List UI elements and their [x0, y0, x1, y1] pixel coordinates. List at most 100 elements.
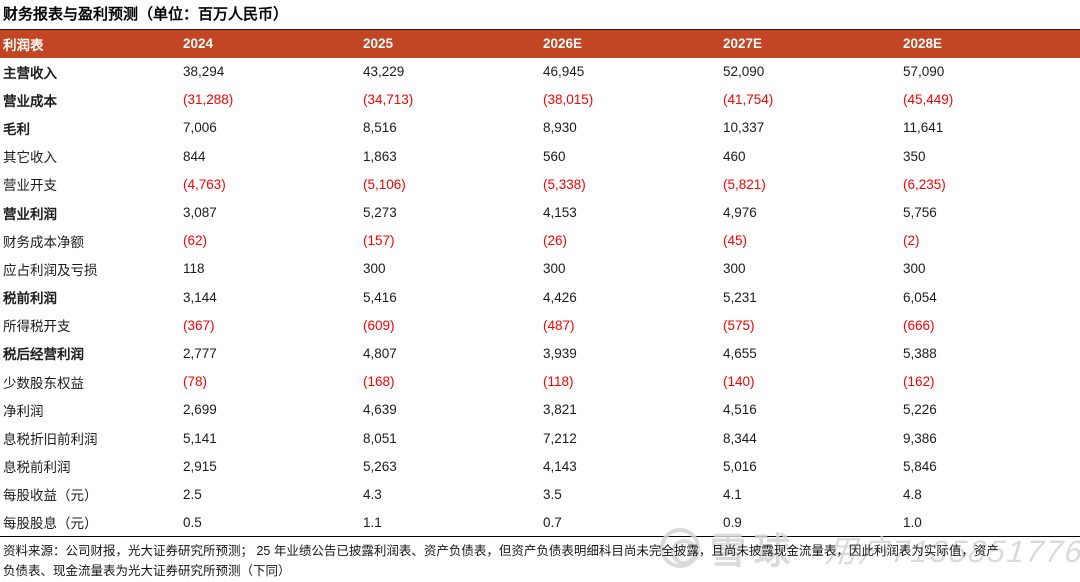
value-cell: 38,294 — [183, 64, 225, 80]
header-cell-year: 2024 — [180, 29, 360, 58]
value-cell: 4,807 — [363, 345, 397, 361]
value-cell: (140) — [723, 374, 755, 390]
value-cell: 3,144 — [183, 289, 217, 305]
value-cell: 5,141 — [183, 430, 217, 446]
value-cell: 4,153 — [543, 205, 577, 221]
value-cell: 43,229 — [363, 64, 405, 80]
table-body: 主营收入 38,294 43,229 46,945 52,090 57,090 营业成本 (3… — [0, 58, 1080, 538]
row-label-cell: 税前利润 — [3, 291, 57, 307]
source-note-line1: 资料来源：公司财报，光大证券研究所预测； 25 年业绩公告已披露利润表、资产负债… — [3, 544, 999, 559]
table-row: 营业开支 (4,763) (5,106) (5,338) (5,821) (6,235) — [0, 170, 1080, 198]
value-cell: (6,235) — [903, 176, 946, 192]
value-cell: (78) — [183, 374, 208, 390]
row-label-cell: 营业开支 — [3, 178, 57, 194]
value-cell: 4,976 — [723, 205, 757, 221]
value-cell: (34,713) — [363, 92, 414, 108]
value-cell: 9,386 — [903, 430, 937, 446]
value-cell: 300 — [723, 261, 746, 277]
value-cell: (4,763) — [183, 176, 226, 192]
value-cell: 4,639 — [363, 402, 397, 418]
row-label-cell: 毛利 — [3, 121, 30, 137]
header-cell-year: 2028E — [900, 29, 1080, 58]
value-cell: 5,263 — [363, 458, 397, 474]
value-cell: (38,015) — [543, 92, 594, 108]
table-row: 毛利 7,006 8,516 8,930 10,337 11,641 — [0, 114, 1080, 142]
value-cell: 5,273 — [363, 205, 397, 221]
value-cell: 5,756 — [903, 205, 937, 221]
row-label-cell: 少数股东权益 — [3, 375, 84, 391]
value-cell: 118 — [183, 261, 205, 277]
value-cell: 46,945 — [543, 64, 585, 80]
value-cell: 11,641 — [903, 120, 944, 136]
value-cell: 57,090 — [903, 64, 945, 80]
value-cell: 2.5 — [183, 486, 202, 502]
value-cell: (26) — [543, 233, 568, 249]
row-label-cell: 营业利润 — [3, 206, 57, 222]
table-row: 净利润 2,699 4,639 3,821 4,516 5,226 — [0, 396, 1080, 424]
value-cell: 0.9 — [720, 508, 900, 538]
value-cell: (5,821) — [723, 176, 766, 192]
value-cell: 6,054 — [903, 289, 937, 305]
value-cell: 8,344 — [723, 430, 757, 446]
value-cell: 4,426 — [543, 289, 577, 305]
table-row: 税前利润 3,144 5,416 4,426 5,231 6,054 — [0, 283, 1080, 311]
value-cell: 4,655 — [723, 345, 757, 361]
table-row: 每股股息（元） 0.5 1.1 0.7 0.9 1.0 — [0, 508, 1080, 538]
value-cell: 844 — [183, 148, 206, 164]
table-row: 应占利润及亏损 118 300 300 300 300 — [0, 255, 1080, 283]
source-note: 资料来源：公司财报，光大证券研究所预测； 25 年业绩公告已披露利润表、资产负债… — [0, 537, 1080, 581]
table-header-row: 利润表 2024 2025 2026E 2027E 2028E — [0, 29, 1080, 58]
value-cell: 3,939 — [543, 345, 577, 361]
value-cell: 4,516 — [723, 402, 757, 418]
value-cell: (609) — [363, 317, 395, 333]
value-cell: 1,863 — [363, 148, 397, 164]
value-cell: (575) — [723, 317, 755, 333]
value-cell: 300 — [903, 261, 926, 277]
value-cell: (2) — [903, 233, 920, 249]
row-label-cell: 税后经营利润 — [3, 347, 84, 363]
table-row: 其它收入 844 1,863 560 460 350 — [0, 142, 1080, 170]
table-row: 营业成本 (31,288) (34,713) (38,015) (41,754) (45,… — [0, 86, 1080, 114]
table-row: 税后经营利润 2,777 4,807 3,939 4,655 5,388 — [0, 339, 1080, 367]
value-cell: 2,777 — [183, 345, 217, 361]
value-cell: (41,754) — [723, 92, 774, 108]
value-cell: (157) — [363, 233, 395, 249]
value-cell: 3.5 — [543, 486, 562, 502]
table-row: 所得税开支 (367) (609) (487) (575) (666) — [0, 311, 1080, 339]
row-label-cell: 每股股息（元） — [0, 508, 180, 538]
page-title: 财务报表与盈利预测（单位：百万人民币） — [3, 6, 289, 23]
row-label-cell: 息税前利润 — [3, 460, 71, 476]
value-cell: 7,006 — [183, 120, 217, 136]
value-cell: 8,051 — [363, 430, 397, 446]
value-cell: 4.8 — [903, 486, 922, 502]
header-cell-year: 2025 — [360, 29, 540, 58]
value-cell: 10,337 — [723, 120, 765, 136]
value-cell: (5,338) — [543, 176, 586, 192]
row-label-cell: 主营收入 — [3, 65, 57, 81]
value-cell: 5,231 — [723, 289, 757, 305]
value-cell: 5,226 — [903, 402, 937, 418]
value-cell: (45) — [723, 233, 748, 249]
value-cell: 52,090 — [723, 64, 765, 80]
value-cell: 4.1 — [723, 486, 742, 502]
value-cell: 5,388 — [903, 345, 937, 361]
value-cell: 0.7 — [540, 508, 720, 538]
value-cell: (367) — [183, 317, 215, 333]
value-cell: (5,106) — [363, 176, 406, 192]
row-label-cell: 息税折旧前利润 — [3, 432, 98, 448]
value-cell: 2,915 — [183, 458, 217, 474]
value-cell: 350 — [903, 148, 926, 164]
value-cell: 7,212 — [543, 430, 577, 446]
source-note-line2: 负债表、现金流量表为光大证券研究所预测（下同） — [3, 564, 291, 579]
value-cell: (162) — [903, 374, 935, 390]
row-label-cell: 应占利润及亏损 — [3, 262, 98, 278]
value-cell: (62) — [183, 233, 208, 249]
row-label-cell: 净利润 — [3, 403, 44, 419]
value-cell: 560 — [543, 148, 566, 164]
header-cell-label: 利润表 — [0, 29, 180, 58]
table-row: 息税折旧前利润 5,141 8,051 7,212 8,344 9,386 — [0, 424, 1080, 452]
table-row: 少数股东权益 (78) (168) (118) (140) (162) — [0, 368, 1080, 396]
value-cell: 4,143 — [543, 458, 577, 474]
header-cell-year: 2026E — [540, 29, 720, 58]
value-cell: 8,516 — [363, 120, 397, 136]
